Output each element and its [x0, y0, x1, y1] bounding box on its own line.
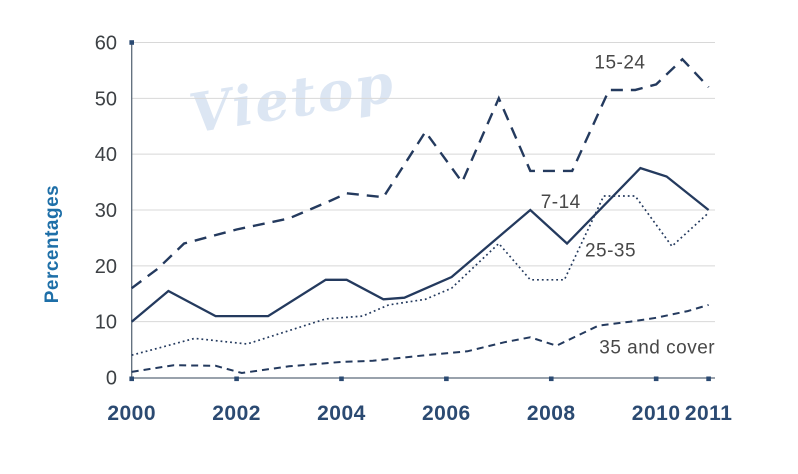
y-tick-label-50: 50 [95, 88, 117, 110]
series-label-15-24: 15-24 [594, 53, 645, 74]
series-label-35-and-cover: 35 and cover [599, 337, 715, 358]
x-tick-2000 [129, 376, 134, 382]
series-line-35-and-cover [131, 303, 709, 375]
y-axis-top-tick [129, 40, 134, 45]
x-tick-label-2011: 2011 [685, 402, 733, 425]
x-tick-label-2006: 2006 [422, 402, 471, 425]
x-tick-2006 [444, 376, 449, 382]
x-tick-label-2010: 2010 [632, 402, 681, 425]
series-line-25-35 [131, 195, 710, 357]
x-tick-label-2004: 2004 [317, 402, 366, 425]
series-line-7-14 [130, 166, 710, 323]
x-tick-2004 [339, 376, 344, 382]
x-tick-label-2000: 2000 [107, 402, 156, 425]
x-tick-label-2008: 2008 [527, 402, 576, 425]
y-tick-label-10: 10 [95, 312, 117, 334]
y-tick-label-30: 30 [95, 200, 117, 222]
y-tick-label-20: 20 [95, 256, 117, 278]
series-label-7-14: 7-14 [541, 192, 581, 213]
y-axis-title: Percentages [42, 184, 63, 304]
y-tick-label-60: 60 [95, 33, 117, 55]
y-tick-label-0: 0 [106, 368, 117, 390]
x-tick-2002 [234, 376, 239, 382]
series-label-25-35: 25-35 [585, 241, 636, 262]
x-tick-2010 [653, 376, 659, 382]
series-line-15-24 [130, 57, 710, 290]
x-tick-label-2002: 2002 [212, 402, 261, 425]
x-tick-2011 [706, 376, 711, 382]
y-tick-label-40: 40 [95, 144, 117, 166]
x-tick-2008 [548, 376, 554, 382]
